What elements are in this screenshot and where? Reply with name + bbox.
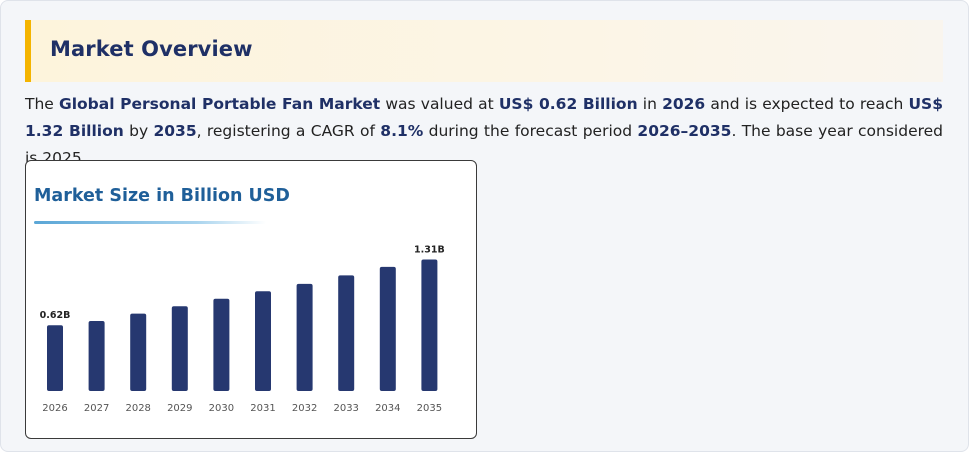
market-name: Global Personal Portable Fan Market <box>58 95 381 113</box>
forecast-period: 2026–2035 <box>637 122 732 140</box>
chart-title-underline <box>34 221 266 224</box>
bar-2028 <box>130 313 147 391</box>
bar-2031 <box>255 291 271 391</box>
intro-text: , registering a CAGR of <box>196 122 381 140</box>
market-size-bar-chart: 2026 0.62B 2027 2028 2029 2030 2031 2032 2033 203… <box>40 245 445 415</box>
x-tick-label: 2034 <box>375 403 400 414</box>
section-title: Market Overview <box>50 37 253 61</box>
x-tick-label: 2028 <box>125 403 150 414</box>
intro-text: during the forecast period <box>423 122 638 140</box>
intro-text: was valued at <box>380 95 499 113</box>
x-tick-label: 2035 <box>417 403 442 414</box>
intro-text: and is expected to reach <box>705 95 909 113</box>
bar-2027 <box>88 321 105 391</box>
x-tick-label: 2032 <box>292 403 317 414</box>
x-tick-label: 2029 <box>167 403 192 414</box>
chart-title: Market Size in Billion USD <box>34 186 290 206</box>
bar-2034 <box>379 266 396 391</box>
intro-text: The <box>25 95 59 113</box>
x-tick-label: 2031 <box>250 403 275 414</box>
x-tick-label: 2030 <box>209 403 234 414</box>
intro-text: in <box>637 95 663 113</box>
x-tick-label: 2027 <box>84 403 109 414</box>
intro-text: by <box>123 122 154 140</box>
chart-card: Market Size in Billion USD 2026 0.62B 2027… <box>25 160 477 439</box>
x-tick-label: 2026 <box>42 403 67 414</box>
cagr-value: 8.1% <box>380 122 424 140</box>
bar-2026 <box>47 325 63 391</box>
end-value: US$ 1.32 Billion <box>25 95 944 140</box>
bar-2029 <box>171 306 188 391</box>
start-value: US$ 0.62 Billion <box>498 95 638 113</box>
x-tick-label: 2033 <box>333 403 358 414</box>
bar-2030 <box>213 298 230 391</box>
end-year: 2035 <box>153 122 197 140</box>
section-header: Market Overview <box>25 20 943 82</box>
data-label-2035: 1.31B <box>414 245 445 256</box>
data-label-2026: 0.62B <box>40 310 71 321</box>
bar-2032 <box>296 283 313 391</box>
bar-2033 <box>338 275 355 391</box>
bar-2035 <box>421 259 438 391</box>
start-year: 2026 <box>662 95 706 113</box>
